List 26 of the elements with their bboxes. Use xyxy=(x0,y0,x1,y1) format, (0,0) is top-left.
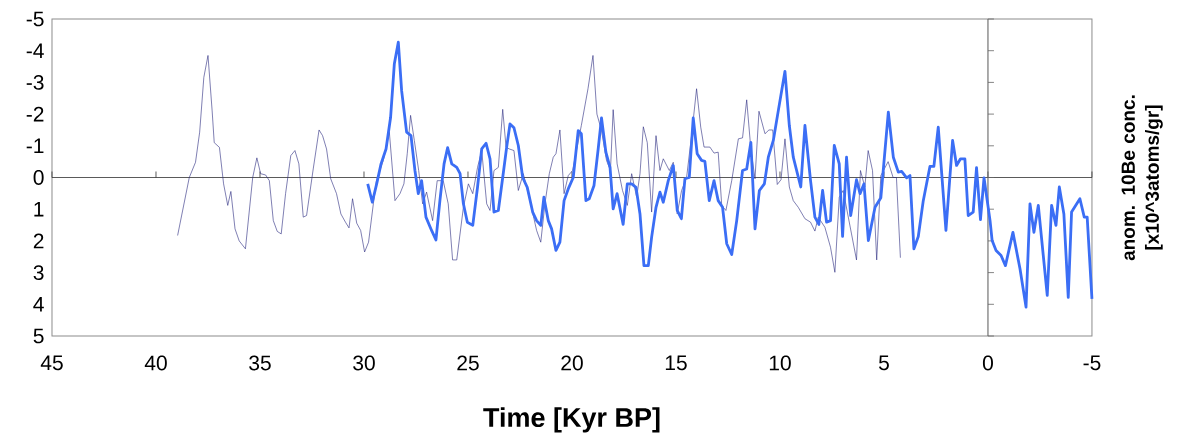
y-tick-label: -2 xyxy=(26,106,44,122)
y-tick-label: -3 xyxy=(26,74,44,90)
y-tick-label: 3 xyxy=(33,265,44,281)
y-tick-label: 0 xyxy=(33,170,44,185)
x-tick-label: 15 xyxy=(665,355,687,371)
line-series xyxy=(177,55,901,273)
x-tick-label: 20 xyxy=(561,355,583,371)
x-tick-label: 10 xyxy=(769,355,791,371)
x-tick-label: 35 xyxy=(249,355,271,371)
y-tick-label: -1 xyxy=(26,138,44,154)
y-tick-label: -4 xyxy=(26,43,44,58)
y-axis-title: anom. 10Be conc. [x10^3atoms/gr] xyxy=(1121,95,1163,261)
x-tick-label: -5 xyxy=(1083,355,1101,371)
x-tick-label: 40 xyxy=(144,355,167,371)
y-tick-label: 4 xyxy=(33,297,44,312)
x-tick-label: 25 xyxy=(457,355,479,371)
x-tick-label: 45 xyxy=(40,355,63,371)
line-series xyxy=(366,40,1094,309)
x-tick-label: 5 xyxy=(878,355,889,371)
y-tick-label: -5 xyxy=(26,11,44,27)
y-tick-label: 5 xyxy=(33,328,44,344)
x-tick-label: 0 xyxy=(982,355,993,371)
x-tick-label: 30 xyxy=(353,355,375,371)
x-axis-title: Time [Kyr BP] xyxy=(483,407,660,433)
y-tick-label: 1 xyxy=(34,201,44,217)
y-tick-label: 2 xyxy=(33,233,44,249)
